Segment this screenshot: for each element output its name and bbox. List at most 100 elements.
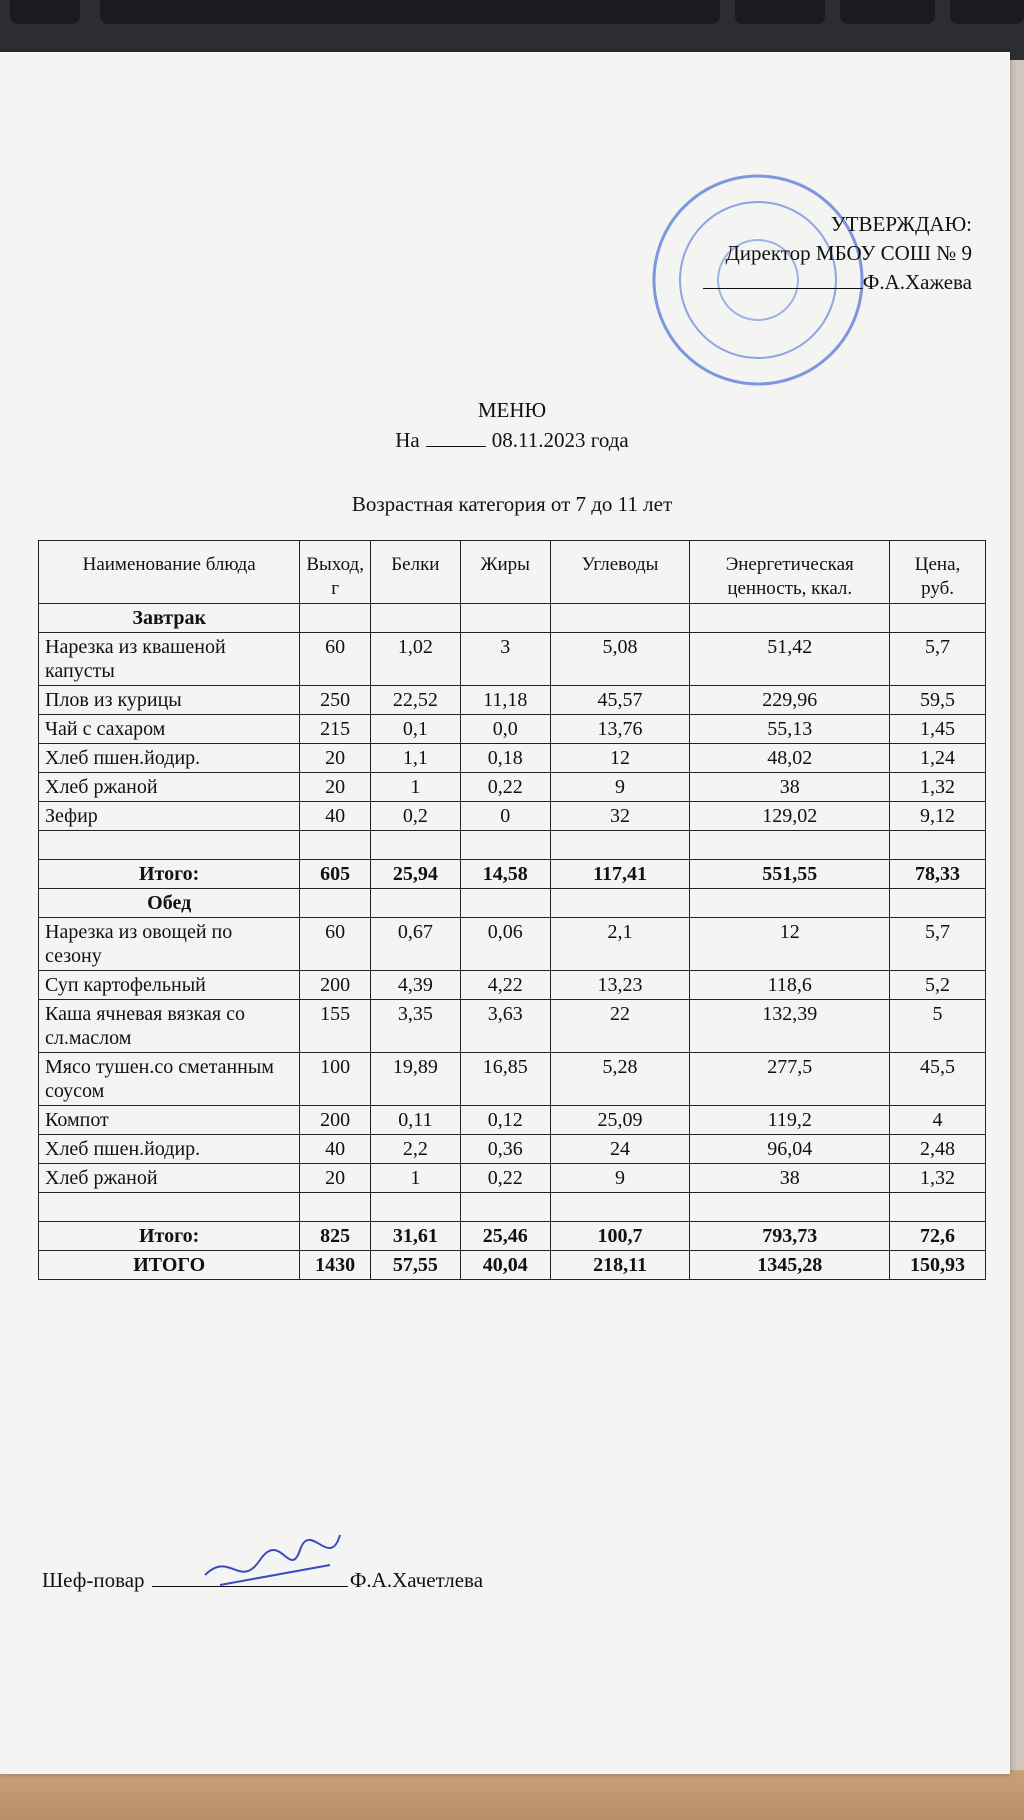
cell: 1345,28 <box>689 1250 891 1280</box>
cell: 72,6 <box>889 1221 986 1251</box>
cell: 155 <box>299 999 371 1053</box>
cell: 5,7 <box>889 632 986 686</box>
cell: 825 <box>299 1221 371 1251</box>
cell: 20 <box>299 772 371 802</box>
approval-name-line: Ф.А.Хажева <box>702 268 972 297</box>
cell: 24 <box>549 1134 691 1164</box>
cell <box>549 888 691 918</box>
menu-table: Наименование блюда Выход, г Белки Жиры Углев… <box>37 540 986 1280</box>
signature-stroke <box>204 1534 341 1586</box>
cell <box>459 888 551 918</box>
cell: 55,13 <box>689 714 891 744</box>
key <box>840 0 935 24</box>
cell: 3,63 <box>459 999 551 1053</box>
cell: 3 <box>459 632 551 686</box>
cell: 5,28 <box>549 1052 691 1106</box>
cell: 200 <box>299 970 371 1000</box>
cell <box>459 603 551 633</box>
cell: 11,18 <box>459 685 551 715</box>
cell <box>549 603 691 633</box>
cell: 0 <box>459 801 551 831</box>
cell: 78,33 <box>889 859 986 889</box>
cell: 0,2 <box>369 801 461 831</box>
approval: УТВЕРЖДАЮ: Директор МБОУ СОШ № 9 Ф.А.Хаж… <box>702 210 972 297</box>
cell: 0,12 <box>459 1105 551 1135</box>
cell: Хлеб ржаной <box>37 772 301 802</box>
cell: Плов из курицы <box>37 685 301 715</box>
item-row: Плов из курицы 250 22,52 11,18 45,57 229,96 59… <box>37 685 986 715</box>
cell: 215 <box>299 714 371 744</box>
cell: 0,0 <box>459 714 551 744</box>
cell: 0,22 <box>459 772 551 802</box>
cell: 793,73 <box>689 1221 891 1251</box>
cell: 22,52 <box>369 685 461 715</box>
cell: 229,96 <box>689 685 891 715</box>
total-row: Итого: 605 25,94 14,58 117,41 551,55 78,33 <box>37 859 986 889</box>
key <box>100 0 720 24</box>
cell: Суп картофельный <box>37 970 301 1000</box>
cell <box>369 1192 461 1222</box>
cell: 100,7 <box>549 1221 691 1251</box>
item-row: Хлеб ржаной 20 1 0,22 9 38 1,32 <box>37 1163 986 1193</box>
cell: 1430 <box>299 1250 371 1280</box>
date-line: На 08.11.2023 года <box>0 428 1024 453</box>
cell: Итого: <box>37 859 301 889</box>
cell <box>889 603 986 633</box>
cell: 117,41 <box>549 859 691 889</box>
keyboard <box>0 0 1024 60</box>
key <box>10 0 80 24</box>
cell <box>549 1192 691 1222</box>
cell: 4,22 <box>459 970 551 1000</box>
cell <box>459 830 551 860</box>
cell <box>459 1192 551 1222</box>
cell: 9 <box>549 772 691 802</box>
cell: 14,58 <box>459 859 551 889</box>
cell: 0,11 <box>369 1105 461 1135</box>
stamp-ring <box>717 239 799 321</box>
cell: 31,61 <box>369 1221 461 1251</box>
cell: 1,32 <box>889 772 986 802</box>
column-header: Наименование блюда <box>37 540 301 604</box>
empty-row <box>37 830 986 860</box>
column-header: Выход, г <box>299 540 371 604</box>
age-category: Возрастная категория от 7 до 11 лет <box>351 492 673 516</box>
cell: 1,32 <box>889 1163 986 1193</box>
cell: 25,94 <box>369 859 461 889</box>
empty-row <box>37 1192 986 1222</box>
cell: 25,46 <box>459 1221 551 1251</box>
column-header: Белки <box>369 540 461 604</box>
cell <box>37 830 301 860</box>
cell: Нарезка из овощей по сезону <box>37 917 301 971</box>
cell: 1 <box>369 1163 461 1193</box>
cell: 9 <box>549 1163 691 1193</box>
cell: Зефир <box>37 801 301 831</box>
cell: 218,11 <box>549 1250 691 1280</box>
item-row: Чай с сахаром 215 0,1 0,0 13,76 55,13 1,45 <box>37 714 986 744</box>
stamp-ring <box>652 174 864 386</box>
cell: 57,55 <box>369 1250 461 1280</box>
cell: 2,48 <box>889 1134 986 1164</box>
cell: Чай с сахаром <box>37 714 301 744</box>
item-row: Хлеб пшен.йодир. 40 2,2 0,36 24 96,04 2,48 <box>37 1134 986 1164</box>
cell <box>889 888 986 918</box>
header-row: Наименование блюда Выход, г Белки Жиры Углев… <box>37 540 986 604</box>
cell: Компот <box>37 1105 301 1135</box>
cell: 19,89 <box>369 1052 461 1106</box>
cell <box>689 1192 891 1222</box>
cell: 100 <box>299 1052 371 1106</box>
total-row: Итого: 825 31,61 25,46 100,7 793,73 72,6 <box>37 1221 986 1251</box>
cell: 150,93 <box>889 1250 986 1280</box>
item-row: Мясо тушен.со сметанным соусом 100 19,89 16… <box>37 1052 986 1106</box>
stamp-ring <box>679 201 837 359</box>
cell: 51,42 <box>689 632 891 686</box>
item-row: Компот 200 0,11 0,12 25,09 119,2 4 <box>37 1105 986 1135</box>
cell: 2,1 <box>549 917 691 971</box>
cell <box>299 830 371 860</box>
cell: 200 <box>299 1105 371 1135</box>
item-row: Нарезка из овощей по сезону 60 0,67 0,06 2,1… <box>37 917 986 971</box>
cell: 5,7 <box>889 917 986 971</box>
key <box>735 0 825 24</box>
approval-title: УТВЕРЖДАЮ: <box>830 212 972 236</box>
cell: 250 <box>299 685 371 715</box>
column-header: Жиры <box>459 540 551 604</box>
